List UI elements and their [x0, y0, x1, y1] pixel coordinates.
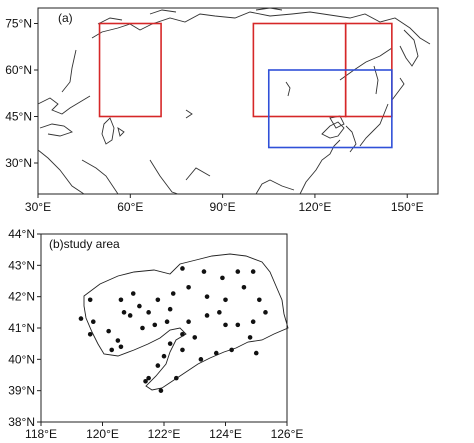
- station-dot: [118, 297, 124, 303]
- station-dot: [121, 310, 127, 315]
- station-dot: [106, 328, 111, 334]
- panel-a-coastlines: [37, 7, 431, 195]
- study-area-outline: [83, 253, 289, 391]
- station-dot: [146, 375, 151, 381]
- y-tick-label: 30°N: [5, 156, 32, 170]
- station-dot: [130, 291, 136, 296]
- x-tick-label: 150°E: [391, 200, 424, 214]
- panel-b-label: (b)study area: [49, 237, 120, 251]
- panel-b-frame: [40, 233, 288, 423]
- station-dot: [180, 347, 185, 353]
- station-dot: [201, 269, 207, 274]
- x-tick-label: 124°E: [209, 427, 242, 441]
- station-dot: [115, 338, 121, 343]
- x-tick-label: 60°E: [117, 200, 143, 214]
- panel-a-map: 30°E 60°E 90°E 120°E 150°E 75°N 60°N 45°N 30°N (…: [5, 7, 439, 215]
- panel-b-map: 118°E 120°E 122°E 124°E 126°E 44°N 43°N 42°N 41°…: [8, 227, 303, 441]
- x-tick-label: 30°E: [25, 200, 51, 214]
- x-tick-label: 120°E: [86, 427, 119, 441]
- station-dot: [87, 331, 93, 337]
- panel-b-ticks: 118°E 120°E 122°E 124°E 126°E 44°N 43°N 42°N 41°…: [8, 227, 303, 441]
- x-tick-label: 90°E: [210, 200, 236, 214]
- station-dot: [235, 322, 241, 328]
- station-dot: [180, 331, 185, 337]
- station-dot: [217, 310, 222, 315]
- y-tick-label: 40°N: [8, 352, 35, 366]
- station-dot: [161, 353, 167, 359]
- station-dot: [213, 350, 219, 356]
- station-dot: [87, 297, 93, 303]
- station-dot: [127, 313, 133, 318]
- panel-a-regions: [98, 22, 393, 149]
- x-tick-label: 118°E: [25, 427, 57, 441]
- station-dot: [223, 297, 228, 303]
- x-tick-label: 120°E: [299, 200, 332, 214]
- y-tick-label: 39°N: [8, 384, 35, 398]
- station-dot: [235, 269, 241, 274]
- y-tick-label: 45°N: [5, 110, 32, 124]
- x-tick-label: 122°E: [148, 427, 181, 441]
- station-dot: [250, 269, 256, 274]
- station-dot: [170, 291, 176, 296]
- station-dot: [192, 335, 198, 340]
- station-points: [78, 266, 268, 393]
- station-dot: [204, 294, 210, 299]
- station-dot: [257, 297, 262, 303]
- y-tick-label: 43°N: [8, 258, 35, 272]
- station-dot: [186, 319, 191, 325]
- y-tick-label: 38°N: [8, 415, 35, 429]
- region-box-1: [98, 22, 162, 118]
- station-dot: [158, 388, 164, 393]
- y-tick-label: 44°N: [8, 227, 35, 241]
- station-dot: [155, 297, 161, 303]
- station-dot: [167, 306, 173, 312]
- station-dot: [78, 316, 84, 321]
- y-tick-label: 41°N: [8, 321, 35, 335]
- station-dot: [247, 335, 253, 340]
- station-dot: [198, 357, 204, 362]
- station-dot: [90, 319, 96, 325]
- station-dot: [253, 350, 259, 356]
- station-dot: [140, 325, 145, 331]
- station-dot: [180, 266, 185, 271]
- x-tick-label: 126°E: [271, 427, 304, 441]
- station-dot: [109, 347, 115, 353]
- station-dot: [204, 313, 210, 318]
- station-dot: [220, 275, 225, 281]
- station-dot: [229, 347, 234, 353]
- station-dot: [164, 319, 170, 325]
- station-dot: [143, 378, 148, 384]
- panel-a-ticks: 30°E 60°E 90°E 120°E 150°E 75°N 60°N 45°N 30°N: [5, 17, 423, 215]
- station-dot: [186, 284, 191, 290]
- station-dot: [241, 284, 247, 290]
- station-dot: [137, 303, 142, 309]
- station-dot: [118, 344, 124, 350]
- station-dot: [174, 375, 179, 381]
- station-dot: [152, 322, 158, 328]
- station-dot: [155, 363, 161, 368]
- station-dot: [146, 310, 151, 315]
- y-tick-label: 75°N: [5, 17, 32, 31]
- panel-a-frame: [37, 7, 439, 195]
- y-tick-label: 60°N: [5, 63, 32, 77]
- station-dot: [250, 319, 256, 325]
- region-box-4: [267, 69, 393, 149]
- panel-a-label: (a): [58, 11, 73, 25]
- y-tick-label: 42°N: [8, 290, 35, 304]
- station-dot: [263, 310, 268, 315]
- station-dot: [167, 341, 173, 346]
- station-dot: [223, 322, 228, 328]
